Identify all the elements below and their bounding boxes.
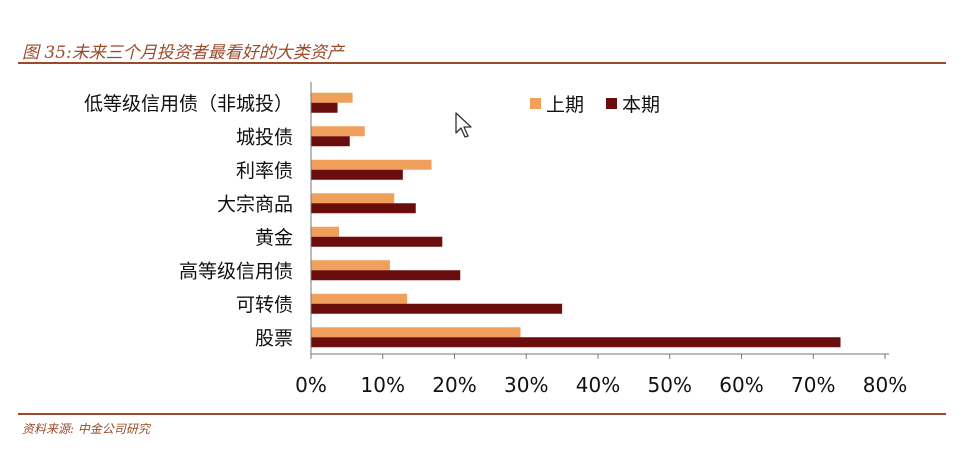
bar-previous-2 bbox=[311, 159, 432, 170]
bar-current-0 bbox=[311, 102, 338, 113]
x-tick-label-4: 40% bbox=[576, 373, 620, 397]
x-tick-label-3: 30% bbox=[504, 373, 548, 397]
footer-divider bbox=[18, 413, 946, 415]
mouse-pointer-icon bbox=[455, 112, 472, 138]
figure-title: 图 35:未来三个月投资者最看好的大类资产 bbox=[22, 43, 344, 63]
x-tick-label-2: 20% bbox=[432, 373, 476, 397]
category-label-2: 利率债 bbox=[236, 160, 293, 182]
legend-label-1: 本期 bbox=[622, 94, 660, 116]
bar-current-7 bbox=[311, 337, 841, 348]
bar-current-6 bbox=[311, 303, 563, 314]
x-tick-label-7: 70% bbox=[791, 373, 835, 397]
category-label-4: 黄金 bbox=[255, 227, 293, 249]
bar-previous-5 bbox=[311, 260, 390, 271]
bar-current-2 bbox=[311, 169, 403, 180]
category-label-0: 低等级信用债（非城投） bbox=[84, 93, 293, 115]
bar-previous-1 bbox=[311, 126, 365, 137]
bar-current-3 bbox=[311, 203, 416, 214]
legend-swatch-1 bbox=[606, 98, 617, 109]
x-tick-label-5: 50% bbox=[648, 373, 692, 397]
bar-current-1 bbox=[311, 136, 350, 147]
category-label-6: 可转债 bbox=[236, 294, 293, 316]
title-divider bbox=[18, 62, 946, 64]
category-label-1: 城投债 bbox=[236, 126, 293, 148]
bar-previous-6 bbox=[311, 293, 408, 304]
category-label-3: 大宗商品 bbox=[217, 193, 293, 215]
bar-previous-3 bbox=[311, 193, 395, 204]
legend-swatch-0 bbox=[530, 98, 541, 109]
bar-previous-7 bbox=[311, 327, 521, 338]
bar-current-5 bbox=[311, 270, 461, 281]
bar-current-4 bbox=[311, 236, 443, 247]
legend-label-0: 上期 bbox=[546, 94, 584, 116]
category-label-5: 高等级信用债 bbox=[179, 260, 293, 282]
source-note: 资料来源: 中金公司研究 bbox=[22, 422, 150, 436]
x-tick-label-0: 0% bbox=[295, 373, 327, 397]
x-tick-label-1: 10% bbox=[361, 373, 405, 397]
x-tick-label-6: 60% bbox=[719, 373, 763, 397]
x-tick-label-8: 80% bbox=[863, 373, 907, 397]
bar-previous-0 bbox=[311, 92, 353, 103]
bar-previous-4 bbox=[311, 226, 339, 237]
category-label-7: 股票 bbox=[255, 327, 293, 349]
